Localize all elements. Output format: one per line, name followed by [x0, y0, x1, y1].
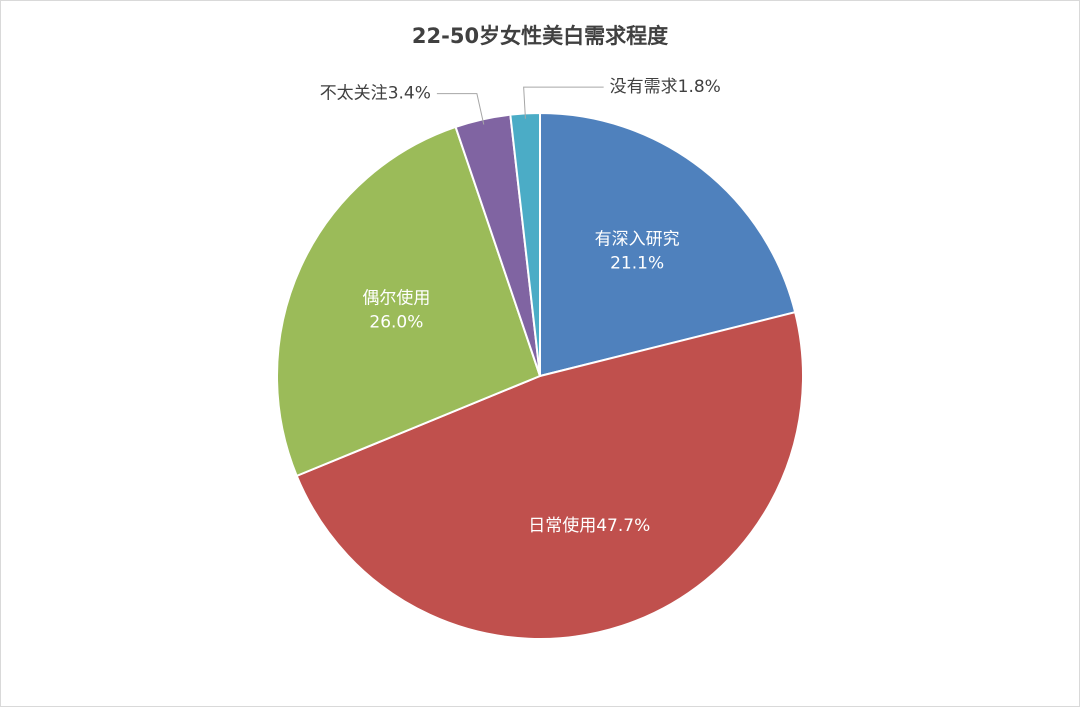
category-label: 没有需求 — [610, 77, 678, 97]
slice-label: 不太关注3.4% — [320, 84, 431, 104]
leader-line — [436, 93, 485, 125]
value-label: 1.8% — [678, 77, 721, 97]
slice-label: 没有需求1.8% — [610, 77, 721, 97]
pie-slice — [295, 310, 804, 640]
category-label: 日常使用 — [528, 515, 596, 536]
value-label: 21.1% — [610, 254, 664, 274]
value-label: 3.4% — [388, 84, 431, 104]
pie-slice — [539, 111, 797, 378]
value-label: 26.0% — [369, 313, 423, 333]
value-label: 47.7% — [596, 516, 650, 536]
slice-label: 有深入研究 21.1% — [595, 230, 680, 274]
category-label: 偶尔使用 — [362, 288, 430, 309]
slice-label: 偶尔使用 26.0% — [362, 288, 430, 333]
pie-slice — [276, 125, 542, 478]
category-label: 不太关注 — [320, 84, 388, 104]
slice-label: 日常使用47.7% — [528, 515, 650, 536]
category-label: 有深入研究 — [595, 230, 680, 250]
chart-title: 22-50岁女性美白需求程度 — [412, 24, 668, 48]
leader-line — [523, 86, 604, 119]
